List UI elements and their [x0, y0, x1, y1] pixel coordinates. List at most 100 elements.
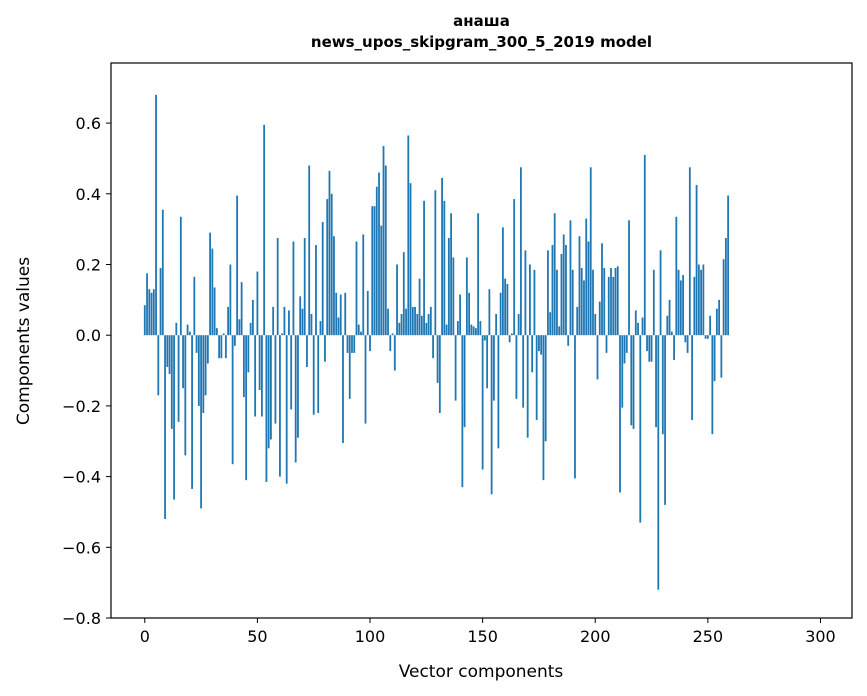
bar	[610, 268, 612, 336]
bar	[621, 335, 624, 408]
bar	[254, 335, 257, 417]
bar	[186, 324, 189, 336]
bar	[684, 335, 687, 343]
bar	[184, 335, 187, 456]
bar	[565, 245, 567, 336]
bar	[598, 301, 601, 336]
bar	[438, 335, 441, 413]
bar	[157, 335, 160, 396]
bar	[605, 335, 608, 353]
x-tick-label: 200	[580, 627, 611, 646]
bar	[330, 193, 333, 336]
bar	[166, 335, 169, 368]
bar	[727, 195, 730, 336]
bar	[506, 283, 509, 336]
bar	[270, 335, 272, 440]
bar	[265, 335, 268, 482]
bar	[673, 335, 675, 360]
bar	[414, 306, 416, 336]
bar	[213, 287, 216, 336]
x-tick-label: 100	[355, 627, 386, 646]
bar	[443, 200, 446, 336]
bar	[195, 335, 198, 353]
bar	[661, 335, 664, 435]
bar	[612, 276, 615, 336]
y-axis-ticks: −0.8 −0.6 −0.4 −0.2 0.0 0.2 0.4 0.6	[62, 114, 111, 628]
bar	[688, 167, 691, 336]
bar	[312, 335, 315, 415]
bar	[342, 335, 344, 444]
bar	[679, 280, 682, 336]
bar	[630, 335, 633, 426]
bar	[391, 333, 394, 336]
bar	[182, 335, 184, 389]
bar	[646, 335, 648, 352]
bar	[490, 335, 493, 495]
chart-title-line-2: news_upos_skipgram_300_5_2019 model	[310, 33, 653, 51]
bar	[583, 280, 585, 336]
bar	[146, 273, 148, 336]
bar	[677, 269, 680, 336]
bar	[188, 331, 191, 336]
bar	[722, 259, 725, 336]
bar	[526, 335, 529, 438]
bar	[382, 146, 385, 336]
bar	[436, 335, 439, 383]
bar	[290, 335, 293, 410]
bar	[502, 227, 504, 336]
bar	[535, 335, 538, 421]
bar	[396, 264, 398, 336]
bar	[292, 241, 295, 336]
bar	[585, 218, 588, 336]
bar	[279, 335, 281, 477]
bar	[285, 335, 288, 484]
bar	[333, 236, 335, 336]
bar	[393, 335, 396, 371]
bar	[547, 250, 549, 336]
bar	[418, 278, 421, 336]
bar	[303, 237, 306, 336]
y-tick-label: −0.2	[62, 397, 101, 416]
bar	[168, 335, 171, 375]
bar	[664, 335, 666, 505]
y-tick-label: 0.2	[76, 255, 101, 274]
bar	[362, 234, 365, 336]
bar	[468, 292, 471, 336]
bar	[479, 321, 482, 336]
bar	[542, 335, 545, 481]
bar	[452, 257, 455, 336]
bar	[281, 333, 284, 336]
x-tick-label: 150	[467, 627, 498, 646]
bar	[524, 250, 527, 336]
bar	[693, 276, 696, 336]
bar	[387, 308, 389, 336]
bar	[515, 335, 518, 399]
bar	[247, 335, 250, 373]
bar	[366, 291, 369, 336]
bar	[348, 335, 351, 399]
bar	[603, 268, 606, 336]
bar	[616, 266, 619, 336]
bar	[407, 135, 410, 336]
bar	[222, 333, 225, 336]
bar	[648, 335, 651, 362]
bar	[227, 306, 230, 336]
bar	[369, 335, 371, 352]
bar	[486, 335, 489, 389]
bar	[346, 335, 349, 353]
bar	[544, 335, 547, 442]
bar	[159, 268, 162, 336]
bar	[206, 335, 209, 364]
bar	[560, 253, 563, 336]
bar	[461, 335, 464, 488]
bar	[339, 294, 342, 336]
y-tick-label: 0.6	[76, 114, 101, 133]
bar	[562, 234, 565, 336]
bar	[713, 335, 716, 382]
bar	[337, 317, 340, 336]
bar	[702, 264, 705, 336]
bar	[686, 335, 689, 353]
bar	[204, 335, 207, 396]
x-axis-ticks: 0 50 100 150 200 250 300	[140, 618, 836, 646]
bar	[161, 209, 164, 336]
